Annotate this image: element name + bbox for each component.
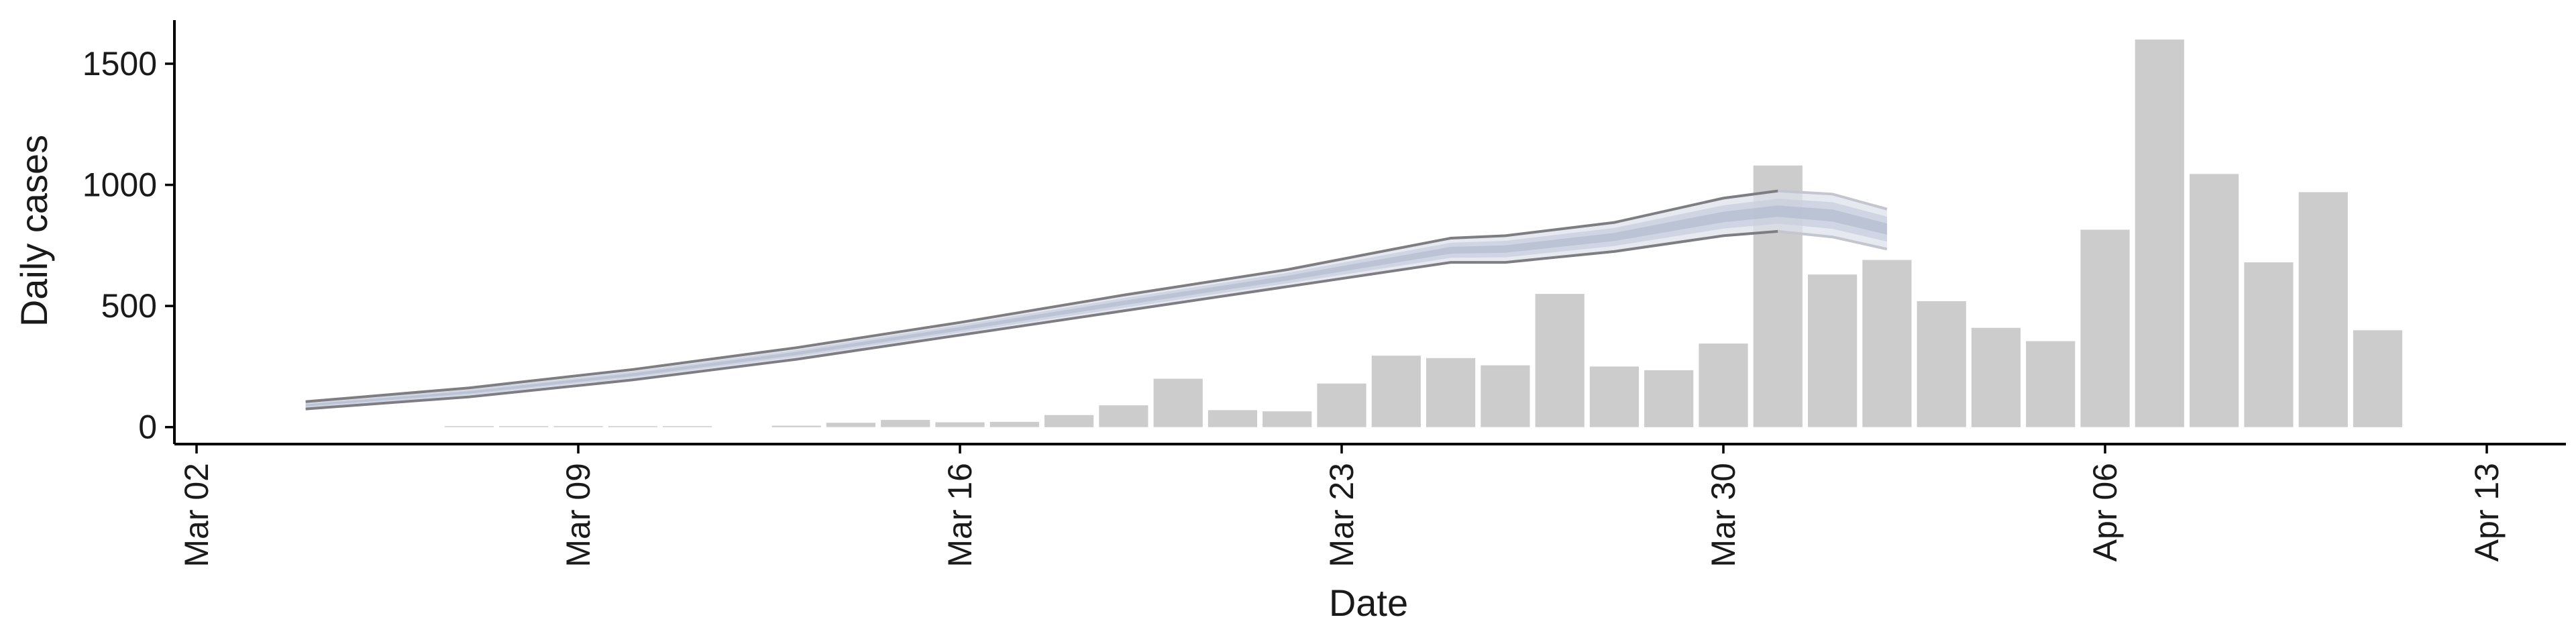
bar-2020-03-28 bbox=[1589, 366, 1639, 427]
band-upper-line bbox=[305, 189, 1778, 403]
bar-2020-04-10 bbox=[2298, 192, 2348, 427]
x-tick-label-2020-03-09: Mar 09 bbox=[559, 463, 597, 568]
band-lower-line-projection bbox=[1778, 229, 1888, 251]
bar-2020-03-27 bbox=[1535, 294, 1585, 427]
bar-2020-03-14 bbox=[826, 423, 875, 427]
y-tick-label-500: 500 bbox=[101, 287, 157, 325]
bar-2020-03-10 bbox=[608, 426, 657, 427]
bar-2020-03-25 bbox=[1426, 358, 1476, 427]
bar-2020-03-22 bbox=[1263, 411, 1312, 427]
band-lower-line bbox=[305, 229, 1778, 411]
bar-2020-03-24 bbox=[1371, 356, 1421, 427]
x-tick-label-2020-03-02: Mar 02 bbox=[178, 463, 215, 568]
bar-2020-04-07 bbox=[2135, 39, 2184, 427]
x-tick-label-2020-03-30: Mar 30 bbox=[1705, 463, 1742, 568]
x-tick-label-2020-04-06: Apr 06 bbox=[2086, 463, 2124, 561]
bar-2020-03-11 bbox=[663, 426, 712, 427]
y-axis-title: Daily cases bbox=[13, 135, 55, 327]
bar-2020-04-11 bbox=[2353, 330, 2402, 427]
bar-2020-03-29 bbox=[1644, 370, 1694, 427]
bar-2020-03-20 bbox=[1153, 378, 1203, 427]
bar-2020-03-23 bbox=[1317, 383, 1366, 427]
y-axis-ticks: 0 500 1000 1500 bbox=[83, 45, 174, 446]
bar-2020-03-30 bbox=[1699, 343, 1748, 427]
bar-2020-03-13 bbox=[771, 425, 821, 427]
x-axis-title: Date bbox=[1329, 582, 1408, 624]
x-tick-label-2020-04-13: Apr 13 bbox=[2468, 463, 2506, 561]
bar-2020-04-03 bbox=[1917, 301, 1966, 427]
bar-2020-03-16 bbox=[935, 422, 985, 427]
bar-2020-03-19 bbox=[1099, 405, 1148, 427]
x-tick-label-2020-03-16: Mar 16 bbox=[941, 463, 979, 568]
bar-2020-03-18 bbox=[1044, 415, 1094, 427]
bar-2020-04-06 bbox=[2080, 229, 2130, 427]
x-axis-ticks: Mar 02 Mar 09 Mar 16 Mar 23 Mar 30 Apr 06 Apr … bbox=[178, 444, 2506, 568]
estimate-band bbox=[305, 189, 1888, 411]
bar-2020-03-15 bbox=[881, 419, 930, 427]
band-center bbox=[305, 205, 1887, 407]
bar-2020-03-09 bbox=[553, 426, 603, 427]
bar-2020-04-08 bbox=[2190, 174, 2239, 427]
bars-layer bbox=[444, 39, 2402, 427]
bar-2020-04-01 bbox=[1808, 274, 1858, 427]
bar-2020-03-26 bbox=[1481, 365, 1530, 427]
y-tick-label-1000: 1000 bbox=[83, 166, 157, 204]
bar-2020-04-04 bbox=[1971, 327, 2021, 427]
bar-2020-04-02 bbox=[1862, 260, 1912, 427]
bar-2020-04-05 bbox=[2026, 341, 2076, 427]
y-tick-label-1500: 1500 bbox=[83, 45, 157, 83]
bar-2020-03-21 bbox=[1208, 410, 1257, 427]
bar-2020-03-17 bbox=[989, 421, 1039, 427]
bar-2020-04-09 bbox=[2244, 262, 2294, 427]
band-upper-line-projection bbox=[1778, 189, 1888, 211]
bar-2020-03-07 bbox=[444, 426, 494, 427]
bar-2020-03-08 bbox=[499, 426, 549, 427]
x-tick-label-2020-03-23: Mar 23 bbox=[1323, 463, 1360, 568]
y-tick-label-0: 0 bbox=[138, 409, 157, 446]
